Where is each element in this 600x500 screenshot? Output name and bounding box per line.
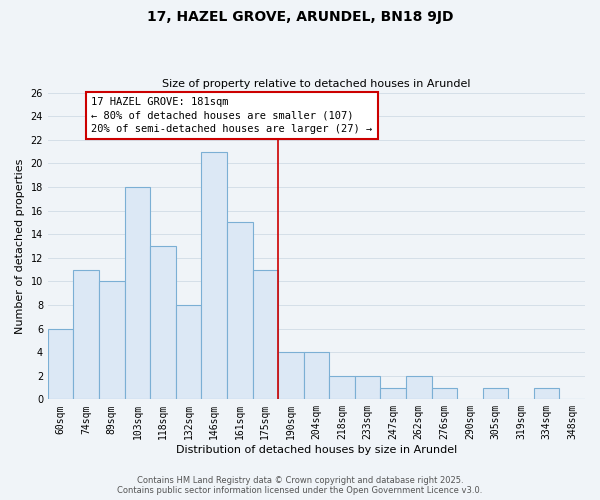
Bar bbox=[253, 270, 278, 400]
Bar bbox=[278, 352, 304, 400]
Bar bbox=[304, 352, 329, 400]
Bar bbox=[355, 376, 380, 400]
Bar bbox=[329, 376, 355, 400]
Bar bbox=[176, 305, 202, 400]
Bar bbox=[125, 187, 150, 400]
Bar bbox=[227, 222, 253, 400]
Bar bbox=[380, 388, 406, 400]
Bar bbox=[534, 388, 559, 400]
X-axis label: Distribution of detached houses by size in Arundel: Distribution of detached houses by size … bbox=[176, 445, 457, 455]
Text: 17, HAZEL GROVE, ARUNDEL, BN18 9JD: 17, HAZEL GROVE, ARUNDEL, BN18 9JD bbox=[147, 10, 453, 24]
Text: Contains HM Land Registry data © Crown copyright and database right 2025.
Contai: Contains HM Land Registry data © Crown c… bbox=[118, 476, 482, 495]
Bar bbox=[99, 282, 125, 400]
Bar bbox=[482, 388, 508, 400]
Bar bbox=[431, 388, 457, 400]
Bar bbox=[406, 376, 431, 400]
Y-axis label: Number of detached properties: Number of detached properties bbox=[15, 158, 25, 334]
Bar bbox=[202, 152, 227, 400]
Title: Size of property relative to detached houses in Arundel: Size of property relative to detached ho… bbox=[162, 79, 471, 89]
Bar bbox=[150, 246, 176, 400]
Bar bbox=[73, 270, 99, 400]
Text: 17 HAZEL GROVE: 181sqm
← 80% of detached houses are smaller (107)
20% of semi-de: 17 HAZEL GROVE: 181sqm ← 80% of detached… bbox=[91, 98, 373, 134]
Bar bbox=[48, 328, 73, 400]
